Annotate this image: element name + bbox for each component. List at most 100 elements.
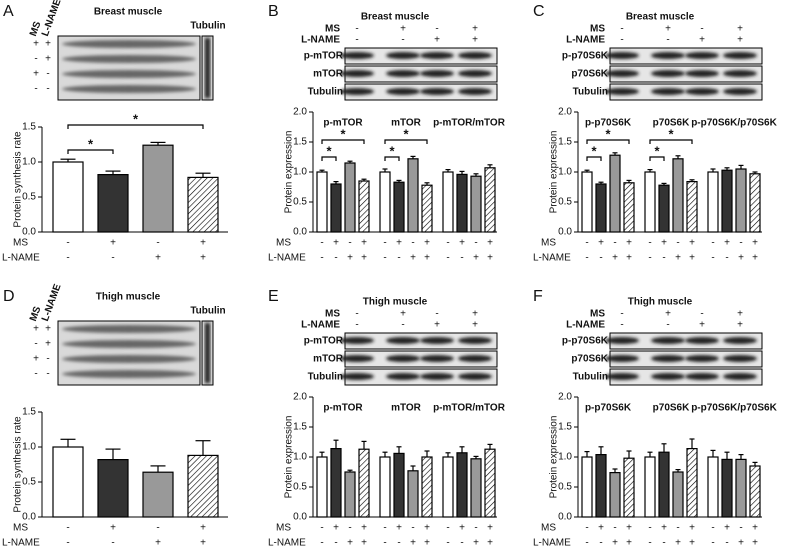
- condition-sign: -: [156, 523, 159, 534]
- bar: [442, 171, 454, 233]
- blot-condition-sign: -: [401, 320, 404, 331]
- blot-band: [458, 373, 492, 380]
- condition-sign: +: [598, 523, 604, 534]
- blot-row-label: Tubulin: [573, 372, 608, 383]
- y-tick-label: 1.5: [558, 422, 572, 433]
- bar: [581, 456, 593, 518]
- blot-band: [386, 337, 420, 344]
- bar: [97, 174, 129, 233]
- blot-row-sign: -: [34, 54, 37, 65]
- significance-star: *: [326, 143, 332, 158]
- y-tick-label: 0.5: [22, 477, 36, 488]
- bar: [379, 171, 391, 233]
- condition-sign: -: [474, 523, 477, 534]
- condition-sign: -: [320, 253, 323, 264]
- y-tick-label: 1.5: [293, 137, 307, 148]
- y-tick-label: 1.0: [293, 452, 307, 463]
- blot-band: [723, 373, 757, 380]
- blot-condition-sign: +: [665, 309, 671, 320]
- condition-sign: +: [675, 538, 681, 549]
- blot-band: [420, 373, 454, 380]
- bar: [672, 471, 684, 518]
- blot-condition-sign: -: [700, 309, 703, 320]
- y-tick-label: 1.5: [22, 407, 36, 418]
- condition-sign: -: [676, 238, 679, 249]
- blot-condition-sign: +: [472, 24, 478, 35]
- condition-sign: +: [361, 538, 367, 549]
- blot-band: [605, 337, 639, 344]
- condition-sign: +: [110, 238, 116, 249]
- condition-sign: +: [612, 538, 618, 549]
- condition-sign: +: [689, 253, 695, 264]
- blot-condition-name: L-NAME: [301, 320, 340, 331]
- blot-condition-sign: +: [434, 320, 440, 331]
- panel-title: Breast muscle: [626, 12, 695, 23]
- significance-bracket: [586, 156, 602, 161]
- panel-label: D: [3, 288, 15, 305]
- blot-condition-sign: -: [435, 24, 438, 35]
- blot-condition-sign: -: [401, 35, 404, 46]
- group-label: p-p70S6K/p70S6K: [691, 118, 777, 129]
- condition-sign: -: [111, 538, 114, 549]
- group-label: p-p70S6K/p70S6K: [691, 403, 777, 414]
- blot-row-sign: -: [34, 339, 37, 350]
- blot-row-sign: +: [45, 39, 51, 50]
- blot-band: [386, 52, 420, 59]
- blot-row-sign: -: [46, 84, 49, 95]
- blot-band: [386, 70, 420, 77]
- condition-sign: +: [675, 253, 681, 264]
- blot-band: [651, 70, 685, 77]
- bar: [142, 144, 174, 233]
- condition-sign: +: [459, 238, 465, 249]
- group-label: p-mTOR/mTOR: [433, 118, 506, 129]
- blot-row-label: Tubulin: [308, 372, 343, 383]
- group-label: p-p70S6K: [585, 118, 632, 129]
- condition-sign: -: [585, 538, 588, 549]
- y-axis-label: Protein synthesis rate: [13, 416, 24, 513]
- blot-band: [685, 70, 719, 77]
- blot-band: [62, 355, 196, 363]
- condition-sign: +: [396, 238, 402, 249]
- blot-row-label: mTOR: [313, 69, 344, 80]
- bar: [379, 456, 391, 518]
- condition-sign: -: [662, 538, 665, 549]
- condition-sign: -: [397, 253, 400, 264]
- bar: [52, 446, 84, 518]
- blot-row-sign: +: [33, 324, 39, 335]
- y-axis-label: Protein expression: [549, 416, 560, 499]
- blot-row-sign: -: [46, 69, 49, 80]
- y-tick-label: 1.0: [293, 167, 307, 178]
- condition-sign: +: [626, 238, 632, 249]
- blot-column-label: L-NAME: [40, 0, 64, 38]
- condition-sign: -: [111, 253, 114, 264]
- condition-sign: +: [752, 253, 758, 264]
- blot-band: [62, 340, 196, 348]
- group-label: p-p70S6K: [585, 403, 632, 414]
- blot-condition-sign: -: [355, 24, 358, 35]
- blot-row-label: Tubulin: [573, 87, 608, 98]
- group-label: p-mTOR/mTOR: [433, 403, 506, 414]
- condition-sign: -: [725, 538, 728, 549]
- blot-band: [340, 88, 374, 95]
- blot-condition-name: L-NAME: [566, 35, 605, 46]
- y-tick-label: 0.5: [293, 197, 307, 208]
- blot-row-label: p-mTOR: [304, 336, 344, 347]
- condition-sign: +: [347, 253, 353, 264]
- bar: [442, 456, 454, 518]
- significance-star: *: [668, 126, 674, 141]
- blot-band: [62, 40, 196, 48]
- blot-band: [605, 52, 639, 59]
- bar: [595, 454, 607, 518]
- blot-band: [420, 88, 454, 95]
- condition-sign: +: [626, 538, 632, 549]
- y-tick-label: 2.0: [293, 107, 307, 118]
- bar: [672, 158, 684, 233]
- blot-row-label: p70S6K: [571, 354, 608, 365]
- bar: [721, 169, 733, 233]
- blot-row-sign: -: [46, 369, 49, 380]
- y-tick-label: 0.0: [293, 512, 307, 523]
- condition-sign: +: [689, 523, 695, 534]
- y-tick-label: 2.0: [558, 107, 572, 118]
- condition-sign: +: [738, 253, 744, 264]
